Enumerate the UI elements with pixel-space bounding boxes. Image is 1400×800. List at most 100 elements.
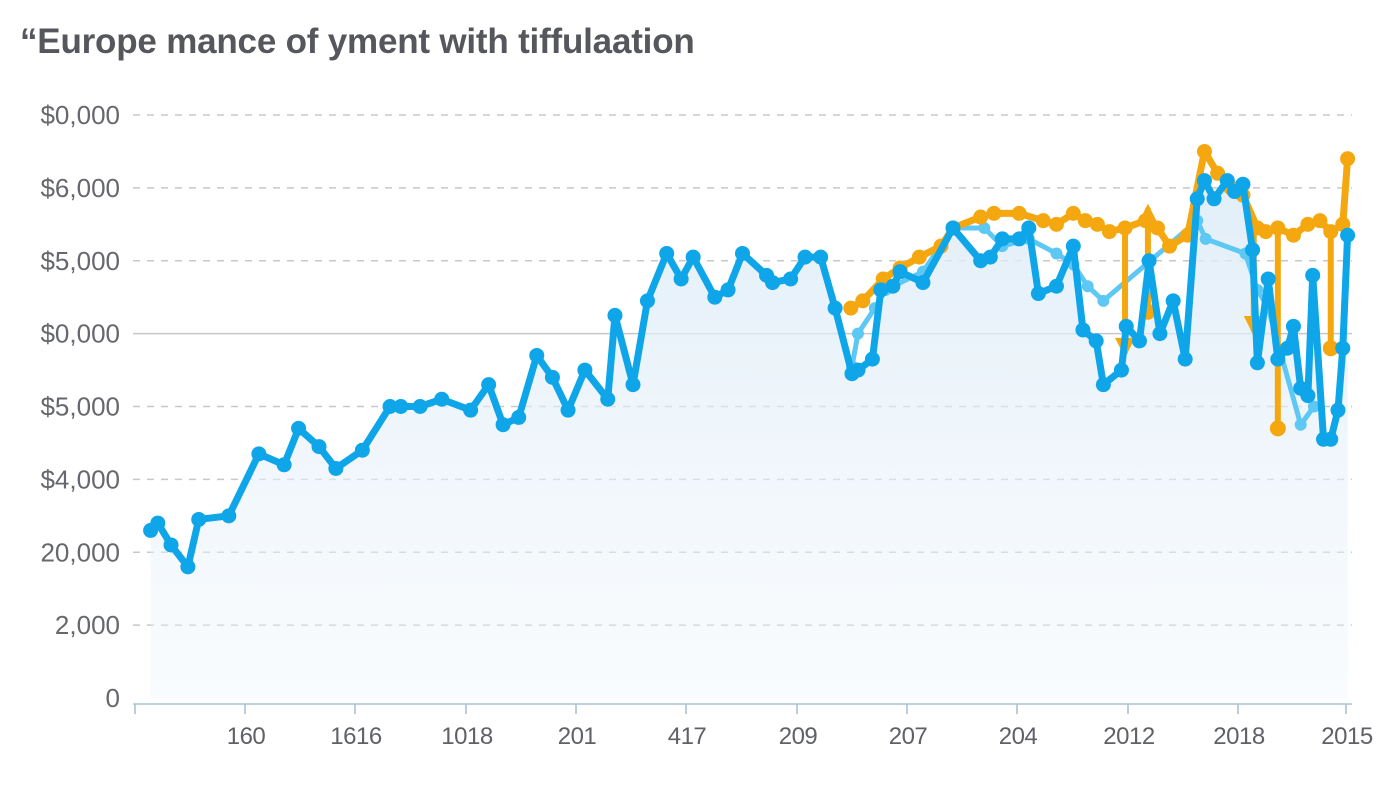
- blue-point: [892, 264, 908, 280]
- blue-point: [765, 275, 781, 291]
- blue-point: [1260, 271, 1276, 287]
- y-tick-label: 2,000: [55, 610, 120, 640]
- blue-point: [1118, 318, 1134, 334]
- y-tick-label: $0,000: [40, 319, 120, 349]
- blue-point: [720, 282, 736, 298]
- chart-title: “Europe mance of yment with tiffulaation: [20, 22, 695, 61]
- blue-point: [354, 442, 370, 458]
- blue-point: [827, 300, 843, 316]
- blue-point: [1095, 377, 1111, 393]
- blue-point: [221, 508, 237, 524]
- orange-point: [1101, 224, 1117, 240]
- blue-point: [639, 293, 655, 309]
- blue-point: [659, 245, 675, 261]
- blue-point: [463, 402, 479, 418]
- x-tick-label: 2018: [1213, 723, 1265, 750]
- blue-point: [1285, 318, 1301, 334]
- orange-point: [1300, 216, 1316, 232]
- blue-point: [1165, 293, 1181, 309]
- blue-point: [813, 249, 829, 265]
- light-blue-point: [1199, 232, 1212, 245]
- blue-point: [1048, 278, 1064, 294]
- blue-point: [1196, 173, 1212, 189]
- y-tick-label: 20,000: [40, 537, 120, 567]
- blue-point: [163, 537, 179, 553]
- blue-point: [393, 399, 409, 414]
- orange-point: [843, 300, 859, 316]
- light-blue-point: [978, 221, 991, 234]
- x-tick-label: 1616: [330, 723, 382, 750]
- blue-point: [1131, 333, 1147, 349]
- blue-point: [191, 511, 207, 527]
- orange-point: [986, 205, 1002, 221]
- blue-point: [982, 249, 998, 265]
- blue-point: [577, 362, 593, 378]
- blue-point: [1088, 333, 1104, 349]
- orange-point: [1270, 220, 1286, 236]
- x-tick-label: 204: [999, 723, 1038, 750]
- y-tick-label: $0,000: [40, 100, 120, 130]
- blue-point: [511, 409, 527, 425]
- y-tick-label: $5,000: [40, 246, 120, 276]
- light-blue-point: [1050, 247, 1063, 260]
- blue-point: [873, 282, 889, 298]
- y-tick-label: $4,000: [40, 464, 120, 494]
- orange-point: [1285, 227, 1301, 243]
- blue-point: [1305, 267, 1321, 283]
- blue-point: [544, 369, 560, 385]
- blue-point: [864, 351, 880, 367]
- orange-point: [1269, 420, 1286, 437]
- orange-point: [1137, 213, 1153, 229]
- blue-point: [382, 399, 398, 414]
- y-tick-label: $5,000: [40, 392, 120, 422]
- blue-point: [1075, 322, 1091, 338]
- light-blue-point: [1294, 418, 1307, 431]
- blue-series: [143, 173, 1356, 575]
- x-tick-label: 209: [779, 723, 818, 750]
- blue-point: [1141, 253, 1157, 269]
- blue-point: [251, 446, 267, 462]
- orange-point: [1323, 224, 1339, 240]
- blue-point: [276, 457, 292, 473]
- orange-point: [1258, 224, 1274, 240]
- blue-point: [1300, 388, 1316, 404]
- blue-point: [850, 362, 866, 378]
- blue-point: [1249, 355, 1265, 371]
- x-tick-label: 201: [558, 723, 597, 750]
- orange-point: [1322, 340, 1339, 357]
- orange-point: [1117, 220, 1133, 236]
- blue-point: [707, 289, 723, 305]
- light-blue-point: [1081, 280, 1094, 293]
- x-axis: 160 1616 1018 201 417 209 207 204 2012 2018 2015: [133, 703, 1373, 750]
- blue-point: [1219, 173, 1235, 189]
- orange-point: [1162, 238, 1178, 254]
- orange-point: [1089, 216, 1105, 232]
- orange-point: [1196, 143, 1212, 159]
- orange-point: [1035, 213, 1051, 229]
- blue-point: [607, 307, 623, 323]
- orange-point: [1065, 205, 1081, 221]
- orange-point: [1077, 213, 1093, 229]
- light-blue-point: [1307, 400, 1320, 413]
- orange-point: [973, 209, 989, 225]
- orange-point: [1340, 151, 1356, 167]
- orange-point: [1011, 205, 1027, 221]
- blue-point: [1011, 231, 1027, 247]
- x-tick-label: 417: [668, 723, 707, 750]
- blue-point: [625, 377, 641, 393]
- blue-point: [412, 399, 428, 414]
- blue-point: [1206, 191, 1222, 207]
- blue-point: [434, 391, 450, 407]
- x-tick-label: 160: [227, 723, 266, 750]
- blue-point: [311, 439, 327, 455]
- blue-point: [685, 249, 701, 265]
- blue-point: [1245, 242, 1261, 258]
- x-tick-label: 1018: [441, 723, 493, 750]
- blue-point: [1189, 191, 1205, 207]
- light-blue-point: [851, 327, 864, 340]
- blue-point: [1021, 220, 1037, 236]
- blue-point: [1340, 227, 1356, 243]
- orange-point: [1048, 216, 1064, 232]
- blue-point: [994, 231, 1010, 247]
